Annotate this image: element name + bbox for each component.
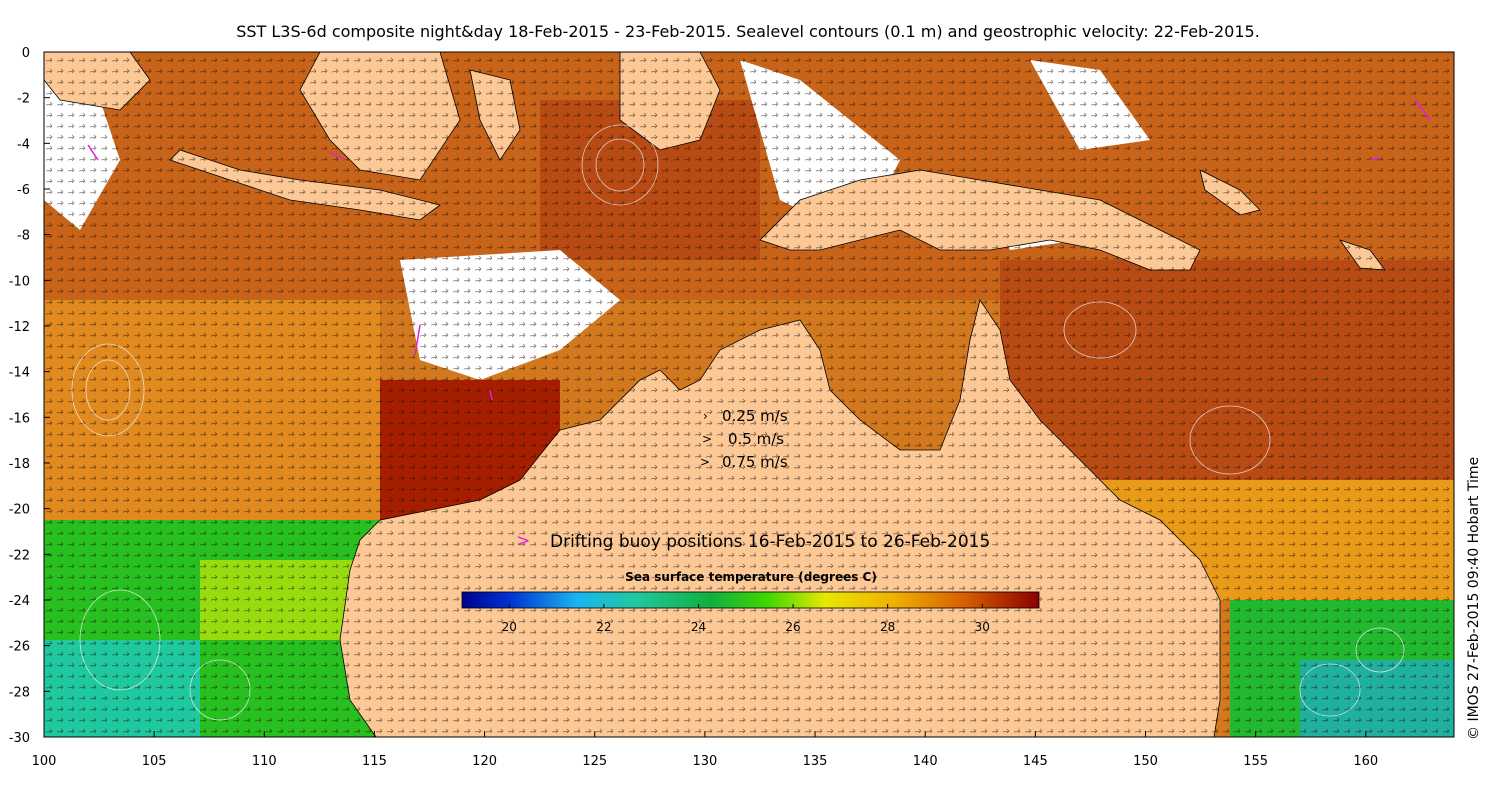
y-tick-label: -24 [9, 594, 30, 609]
y-tick-label: -10 [9, 274, 30, 289]
y-tick-label: -16 [9, 411, 30, 426]
x-tick-label: 115 [362, 754, 387, 769]
arrow-small-icon: › [703, 409, 708, 423]
x-tick-label: 120 [472, 754, 497, 769]
y-axis: 0 -2 -4 -6 -8 -10 -12 -14 -16 -18 -20 -22 -24 -26 -28 -… [9, 46, 50, 746]
x-axis: 100 105 110 115 120 125 130 135 140 145 150 155 160 [32, 731, 1378, 769]
colorbar-tick-label: 28 [880, 620, 895, 634]
colorbar-title: Sea surface temperature (degrees C) [625, 570, 877, 584]
colorbar-tick-label: 30 [975, 620, 990, 634]
buoy-tracks [87, 99, 1431, 401]
x-tick-label: 130 [692, 754, 717, 769]
y-tick-label: -18 [9, 457, 30, 472]
arrow-medium-icon: > [702, 432, 713, 446]
x-tick-label: 105 [142, 754, 167, 769]
y-tick-label: -28 [9, 685, 30, 700]
colorbar-ticks: 20 22 24 26 28 30 [502, 604, 990, 634]
buoy-legend-label: Drifting buoy positions 16-Feb-2015 to 2… [550, 532, 991, 552]
y-tick-label: -22 [9, 548, 30, 563]
y-tick-label: -6 [17, 183, 30, 198]
y-tick-label: -2 [17, 92, 30, 107]
colorbar-tick-label: 22 [596, 620, 611, 634]
map-title: SST L3S-6d composite night&day 18-Feb-20… [236, 22, 1260, 41]
x-tick-label: 135 [803, 754, 828, 769]
colorbar-tick-label: 24 [691, 620, 706, 634]
y-tick-label: -12 [9, 320, 30, 335]
y-tick-label: -20 [9, 503, 30, 518]
y-tick-label: 0 [22, 46, 30, 61]
colorbar [461, 591, 1040, 609]
x-tick-label: 110 [252, 754, 277, 769]
velocity-legend-075: 0.75 m/s [722, 453, 788, 471]
buoy-marker-icon: > [516, 531, 531, 551]
colorbar-tick-label: 26 [785, 620, 800, 634]
arrow-large-icon: > [700, 455, 711, 469]
y-tick-label: -30 [9, 731, 30, 746]
colorbar-tick-label: 20 [502, 620, 517, 634]
y-tick-label: -8 [17, 229, 30, 244]
y-tick-label: -4 [17, 137, 30, 152]
x-tick-label: 100 [32, 754, 57, 769]
sealevel-contours [71, 124, 1405, 721]
x-tick-label: 125 [582, 754, 607, 769]
y-tick-label: -26 [9, 640, 30, 655]
x-tick-label: 155 [1243, 754, 1268, 769]
velocity-legend-05: 0.5 m/s [728, 430, 785, 448]
x-tick-label: 160 [1353, 754, 1378, 769]
credit-text: © IMOS 27-Feb-2015 09:40 Hobart Time [1466, 456, 1482, 740]
geostrophic-velocity-arrows [44, 52, 1454, 737]
x-tick-label: 140 [913, 754, 938, 769]
x-tick-label: 150 [1133, 754, 1158, 769]
x-tick-label: 145 [1023, 754, 1048, 769]
map-frame [43, 51, 1455, 738]
y-tick-label: -14 [9, 366, 30, 381]
velocity-legend-025: 0.25 m/s [722, 407, 788, 425]
